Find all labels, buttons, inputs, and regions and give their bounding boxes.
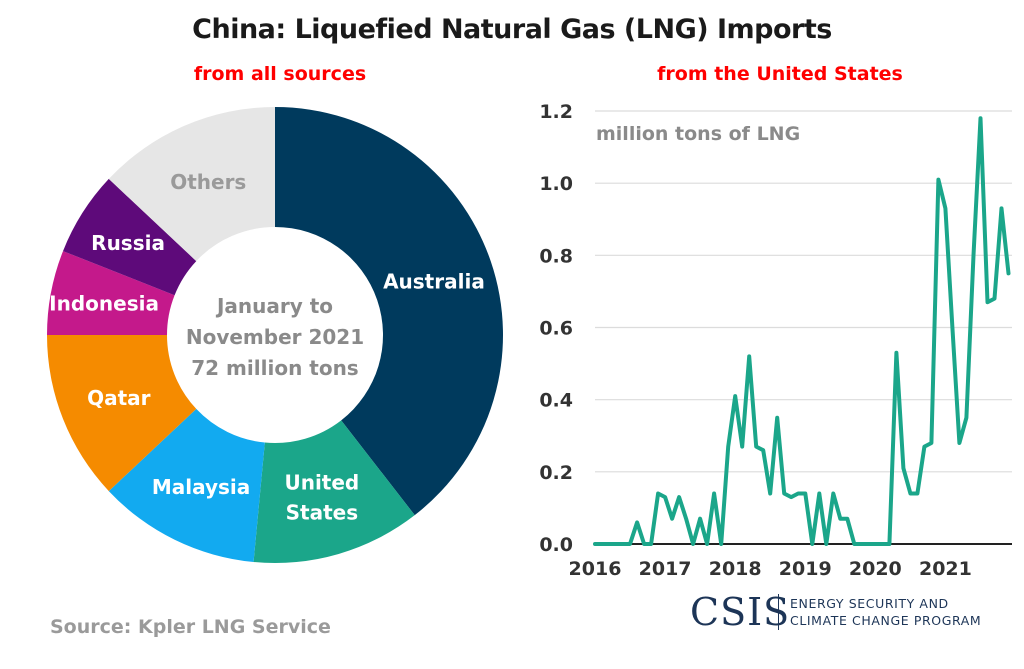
donut-slice-label: Malaysia [152,475,250,499]
donut-slice-malaysia [108,408,265,562]
x-tick-label: 2016 [569,558,622,580]
x-tick-label: 2019 [779,558,832,580]
donut-slice-qatar [47,335,197,492]
logo-line-2: CLIMATE CHANGE PROGRAM [790,613,982,628]
series-line-us-lng [593,116,1011,546]
donut-slice-united-states [253,420,415,563]
y-tick-label: 1.2 [539,101,573,123]
donut-slice-label: United States [284,470,359,524]
x-tick-label: 2020 [849,558,902,580]
donut-slice-label: Indonesia [49,291,159,315]
donut-slice-others [108,107,275,262]
logo-divider [778,594,779,630]
logo-mark: CSIS [690,590,791,634]
y-tick-label: 0.0 [539,534,573,556]
y-tick-label: 0.8 [539,245,573,267]
logo-program-name: ENERGY SECURITY AND CLIMATE CHANGE PROGR… [790,595,1020,629]
donut-center-label: January to November 2021 72 million tons [186,294,364,380]
donut-slice-label: Russia [91,231,165,255]
donut-slice-australia [275,107,503,516]
y-tick-label: 0.4 [539,390,573,412]
page-title: China: Liquefied Natural Gas (LNG) Impor… [192,14,832,45]
donut-slice-label: Australia [383,270,485,294]
donut-slice-label: Others [170,170,246,194]
x-tick-label: 2021 [919,558,972,580]
donut-chart-subtitle: from all sources [193,63,367,85]
donut-slice-label: Qatar [87,386,151,410]
y-tick-label: 0.2 [539,462,573,484]
source-note: Source: Kpler LNG Service [50,616,331,638]
donut-chart: Australia United States Malaysia Qatar Indone… [47,107,503,563]
x-tick-label: 2018 [709,558,762,580]
logo-line-1: ENERGY SECURITY AND [790,596,949,611]
y-axis-label: million tons of LNG [596,123,800,145]
y-tick-label: 0.6 [539,318,573,340]
y-tick-label: 1.0 [539,173,573,195]
line-chart-subtitle: from the United States [657,63,903,85]
x-tick-label: 2017 [639,558,692,580]
donut-slice-russia [63,178,197,296]
line-chart: 0.0 0.2 0.4 0.6 0.8 1.0 1.2 2016 2017 2018 2019 202… [539,101,1012,580]
donut-slice-indonesia [47,251,175,335]
